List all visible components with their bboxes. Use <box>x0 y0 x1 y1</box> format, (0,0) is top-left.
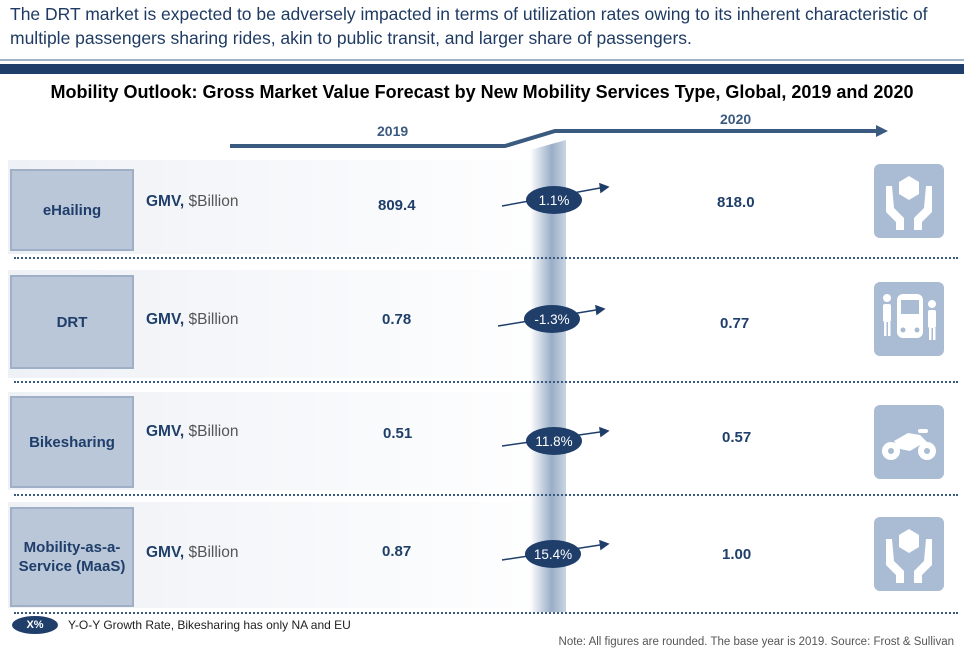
metric-bold: GMV, <box>146 311 185 328</box>
year-2020-label: 2020 <box>720 111 752 127</box>
row-separator <box>14 612 958 614</box>
timeline-line <box>230 129 880 148</box>
value-2019-drt: 0.78 <box>382 311 412 328</box>
row-label-drt: DRT <box>10 275 134 369</box>
legend-text: Y-O-Y Growth Rate, Bikesharing has only … <box>68 618 351 632</box>
growth-pill-drt: -1.3% <box>524 305 580 333</box>
metric-label-bikesharing: GMV, $Billion <box>146 423 239 441</box>
header-band <box>0 64 964 74</box>
intro-text: The DRT market is expected to be adverse… <box>10 4 928 48</box>
metric-unit: $Billion <box>188 193 239 210</box>
row-label-ehailing: eHailing <box>10 169 134 251</box>
header-thin-rule <box>0 59 964 61</box>
timeline-arrowhead <box>876 125 888 137</box>
metric-unit: $Billion <box>188 544 239 561</box>
metric-label-maas: GMV, $Billion <box>146 544 239 562</box>
legend-pill: X% <box>12 616 58 634</box>
row-bg-bikesharing <box>8 392 958 490</box>
value-2020-drt: 0.77 <box>720 315 750 332</box>
chart-title: Mobility Outlook: Gross Market Value For… <box>50 82 914 102</box>
value-2019-bikesharing: 0.51 <box>383 425 413 442</box>
value-2020-maas: 1.00 <box>722 546 752 563</box>
value-2019-ehailing: 809.4 <box>378 197 416 214</box>
row-label-bikesharing: Bikesharing <box>10 396 134 488</box>
bus-passengers-icon <box>874 282 944 356</box>
metric-label-drt: GMV, $Billion <box>146 311 239 329</box>
metric-label-ehailing: GMV, $Billion <box>146 193 239 211</box>
metric-bold: GMV, <box>146 423 185 440</box>
motorbike-icon <box>874 405 944 479</box>
metric-bold: GMV, <box>146 544 185 561</box>
hands-holding-box-icon <box>874 164 944 238</box>
row-separator <box>14 381 958 383</box>
value-2020-ehailing: 818.0 <box>717 194 755 211</box>
source-note: Note: All figures are rounded. The base … <box>558 636 954 648</box>
metric-unit: $Billion <box>188 423 239 440</box>
row-bg-ehailing <box>8 160 958 254</box>
growth-pill-maas: 15.4% <box>525 540 581 568</box>
value-2020-bikesharing: 0.57 <box>722 429 752 446</box>
metric-unit: $Billion <box>188 311 239 328</box>
year-2019-label: 2019 <box>377 123 409 139</box>
row-label-maas: Mobility-as-a-Service (MaaS) <box>10 507 134 607</box>
hands-holding-box-icon <box>874 517 944 591</box>
row-bg-drt <box>8 270 958 378</box>
growth-pill-ehailing: 1.1% <box>526 186 582 214</box>
row-separator <box>14 257 958 259</box>
row-bg-maas <box>8 502 958 608</box>
growth-pill-bikesharing: 11.8% <box>526 427 582 455</box>
row-separator <box>14 494 958 496</box>
value-2019-maas: 0.87 <box>382 543 412 560</box>
metric-bold: GMV, <box>146 193 185 210</box>
